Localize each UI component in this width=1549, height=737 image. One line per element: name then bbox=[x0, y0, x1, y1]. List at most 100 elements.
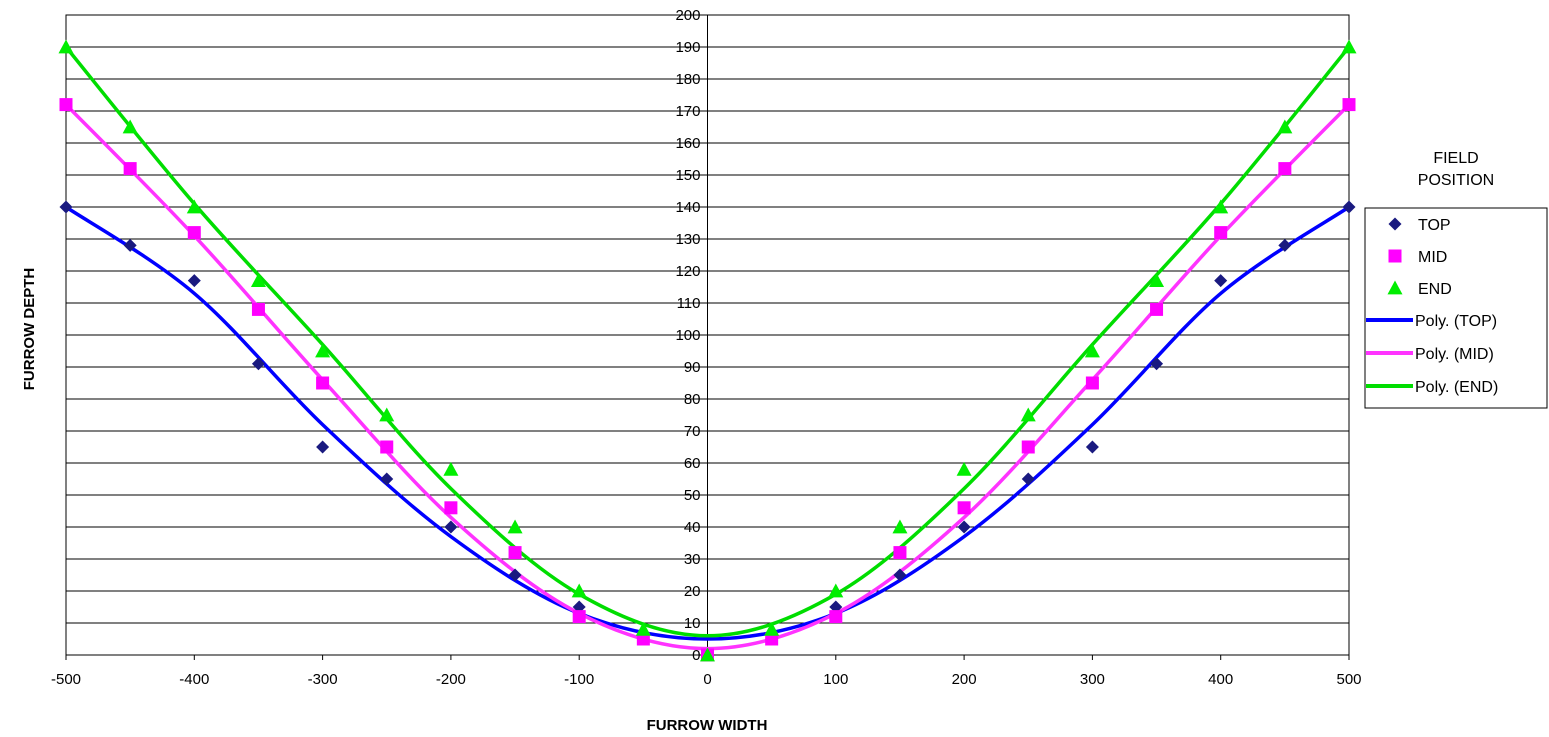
point-top bbox=[59, 200, 73, 214]
point-mid bbox=[187, 226, 201, 240]
x-tick-label: 200 bbox=[952, 671, 977, 688]
legend-label: TOP bbox=[1418, 217, 1451, 234]
point-end bbox=[379, 407, 395, 422]
point-mid bbox=[893, 546, 907, 560]
point-top bbox=[380, 472, 394, 486]
point-end bbox=[58, 39, 74, 54]
trendline bbox=[65, 205, 1350, 641]
point-mid bbox=[572, 610, 586, 624]
y-tick-label: 120 bbox=[675, 263, 700, 280]
trendline bbox=[64, 45, 1351, 638]
point-mid bbox=[251, 302, 265, 316]
point-end bbox=[956, 461, 972, 476]
y-tick-label: 140 bbox=[675, 199, 700, 216]
y-tick-label: 190 bbox=[675, 39, 700, 56]
y-tick-label: 0 bbox=[692, 647, 700, 664]
point-end bbox=[1149, 273, 1165, 287]
point-top bbox=[316, 440, 330, 454]
legend-label: Poly. (TOP) bbox=[1415, 313, 1497, 330]
point-mid bbox=[1342, 98, 1356, 112]
y-tick-label: 180 bbox=[675, 71, 700, 88]
legend-marker-top bbox=[1388, 217, 1402, 231]
x-tick-label: -200 bbox=[436, 671, 466, 688]
y-tick-label: 170 bbox=[675, 103, 700, 120]
y-tick-label: 30 bbox=[684, 551, 701, 568]
point-end bbox=[443, 461, 459, 476]
y-axis-title: FURROW DEPTH bbox=[21, 268, 38, 391]
point-end bbox=[1341, 39, 1357, 54]
point-mid bbox=[1150, 302, 1164, 316]
legend-marker-mid bbox=[1388, 249, 1402, 263]
y-tick-label: 50 bbox=[684, 487, 701, 504]
x-tick-label: 300 bbox=[1080, 671, 1105, 688]
y-tick-label: 60 bbox=[684, 455, 701, 472]
y-tick-label: 200 bbox=[675, 7, 700, 24]
point-end bbox=[892, 519, 908, 534]
y-tick-label: 80 bbox=[684, 391, 701, 408]
point-top bbox=[1342, 200, 1356, 214]
x-tick-label: 500 bbox=[1336, 671, 1361, 688]
point-end bbox=[507, 519, 523, 534]
y-tick-label: 10 bbox=[684, 615, 701, 632]
legend-title: FIELD POSITION bbox=[1418, 150, 1494, 189]
point-end bbox=[186, 199, 202, 214]
point-mid bbox=[444, 501, 458, 515]
point-mid bbox=[957, 501, 971, 515]
legend: FIELD POSITION TOP MID END Poly. (TOP) Poly. (… bbox=[1364, 150, 1548, 409]
y-tick-label: 100 bbox=[675, 327, 700, 344]
point-mid bbox=[380, 440, 394, 454]
point-top bbox=[444, 520, 458, 534]
x-tick-label: -300 bbox=[308, 671, 338, 688]
y-tick-label: 90 bbox=[684, 359, 701, 376]
point-end bbox=[700, 647, 715, 662]
point-end bbox=[635, 621, 651, 636]
point-end bbox=[1084, 343, 1100, 358]
x-tick-label: 0 bbox=[703, 671, 711, 688]
point-mid bbox=[123, 162, 137, 176]
y-tick-label: 20 bbox=[684, 583, 701, 600]
data-points bbox=[58, 39, 1357, 662]
point-end bbox=[1020, 407, 1036, 422]
y-tick-label: 70 bbox=[684, 423, 701, 440]
point-top bbox=[1214, 274, 1228, 288]
legend-label: END bbox=[1418, 281, 1452, 298]
point-top bbox=[1150, 357, 1164, 371]
point-end bbox=[764, 621, 780, 636]
x-tick-label: -100 bbox=[564, 671, 594, 688]
legend-label: MID bbox=[1418, 249, 1447, 266]
y-tick-labels: 0 10 20 30 40 50 60 70 80 90 100 110 120 130 140 150 160… bbox=[675, 7, 700, 664]
point-mid bbox=[316, 376, 330, 390]
axes bbox=[65, 14, 1350, 660]
point-mid bbox=[1021, 440, 1035, 454]
y-tick-label: 150 bbox=[675, 167, 700, 184]
point-end bbox=[1277, 119, 1293, 134]
point-top bbox=[1085, 440, 1099, 454]
point-top bbox=[187, 274, 201, 288]
x-axis-title: FURROW WIDTH bbox=[647, 717, 768, 734]
legend-box bbox=[1364, 207, 1548, 409]
legend-marker-end bbox=[1387, 280, 1403, 295]
y-tick-label: 160 bbox=[675, 135, 700, 152]
point-top bbox=[508, 568, 522, 582]
point-mid bbox=[1214, 226, 1228, 240]
y-tick-label: 40 bbox=[684, 519, 701, 536]
point-mid bbox=[1085, 376, 1099, 390]
point-end bbox=[828, 583, 844, 598]
x-tick-label: 100 bbox=[823, 671, 848, 688]
point-top bbox=[893, 568, 907, 582]
point-top bbox=[1021, 472, 1035, 486]
legend-label: Poly. (END) bbox=[1415, 379, 1498, 396]
point-mid bbox=[59, 98, 73, 112]
point-end bbox=[571, 583, 587, 598]
legend-label: Poly. (MID) bbox=[1415, 346, 1494, 363]
point-end bbox=[315, 343, 331, 358]
point-mid bbox=[508, 546, 522, 560]
point-top bbox=[123, 238, 137, 252]
point-mid bbox=[829, 610, 843, 624]
point-end bbox=[1213, 199, 1229, 214]
x-tick-label: 400 bbox=[1208, 671, 1233, 688]
point-end bbox=[122, 119, 138, 134]
point-top bbox=[957, 520, 971, 534]
x-tick-labels: -500 -400 -300 -200 -100 0 100 200 300 400 500 bbox=[51, 671, 1362, 688]
